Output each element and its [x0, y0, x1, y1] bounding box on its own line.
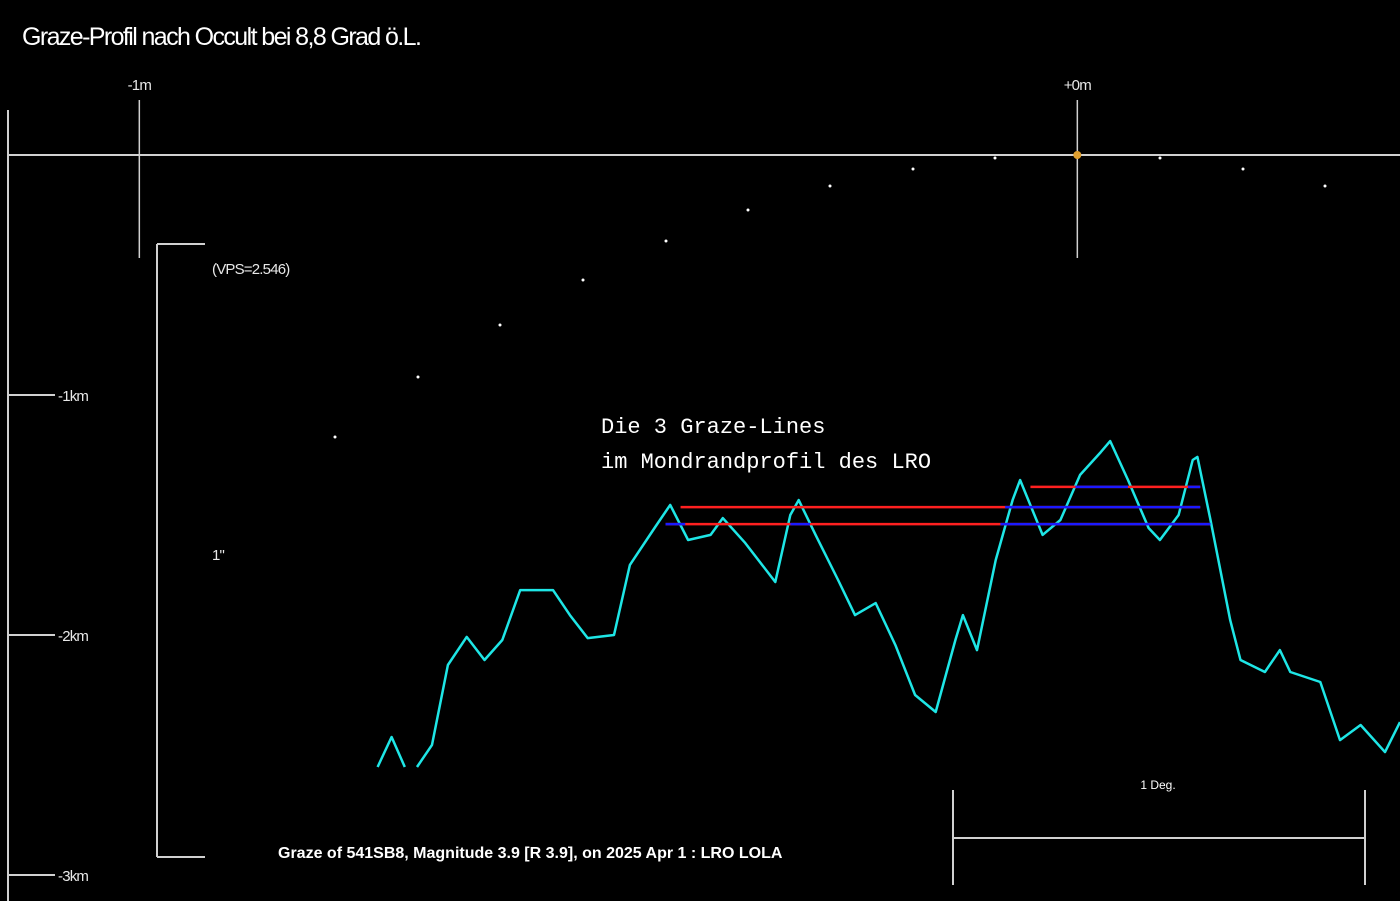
profile-line: [376, 735, 406, 768]
x-tick-label: -1m: [128, 77, 152, 94]
annotation: im Mondrandprofil des LRO: [601, 450, 931, 475]
scale-label: 1 Deg.: [1140, 778, 1175, 792]
chart-title: Graze-Profil nach Occult bei 8,8 Grad ö.…: [22, 23, 420, 51]
footer: Graze of 541SB8, Magnitude 3.9 [R 3.9], …: [278, 845, 783, 862]
annotation: Die 3 Graze-Lines: [601, 415, 825, 440]
x-tick-label: +0m: [1064, 77, 1092, 94]
y-tick-label: -3km: [58, 868, 88, 885]
vps-label: (VPS=2.546): [212, 261, 290, 278]
observer-dot: [1073, 151, 1082, 159]
y-tick-label: -1km: [58, 388, 88, 405]
limb-dots: [333, 156, 1327, 439]
arcsec-label: 1": [212, 547, 225, 564]
profile-line: [415, 439, 1400, 768]
y-tick-label: -2km: [58, 628, 88, 645]
